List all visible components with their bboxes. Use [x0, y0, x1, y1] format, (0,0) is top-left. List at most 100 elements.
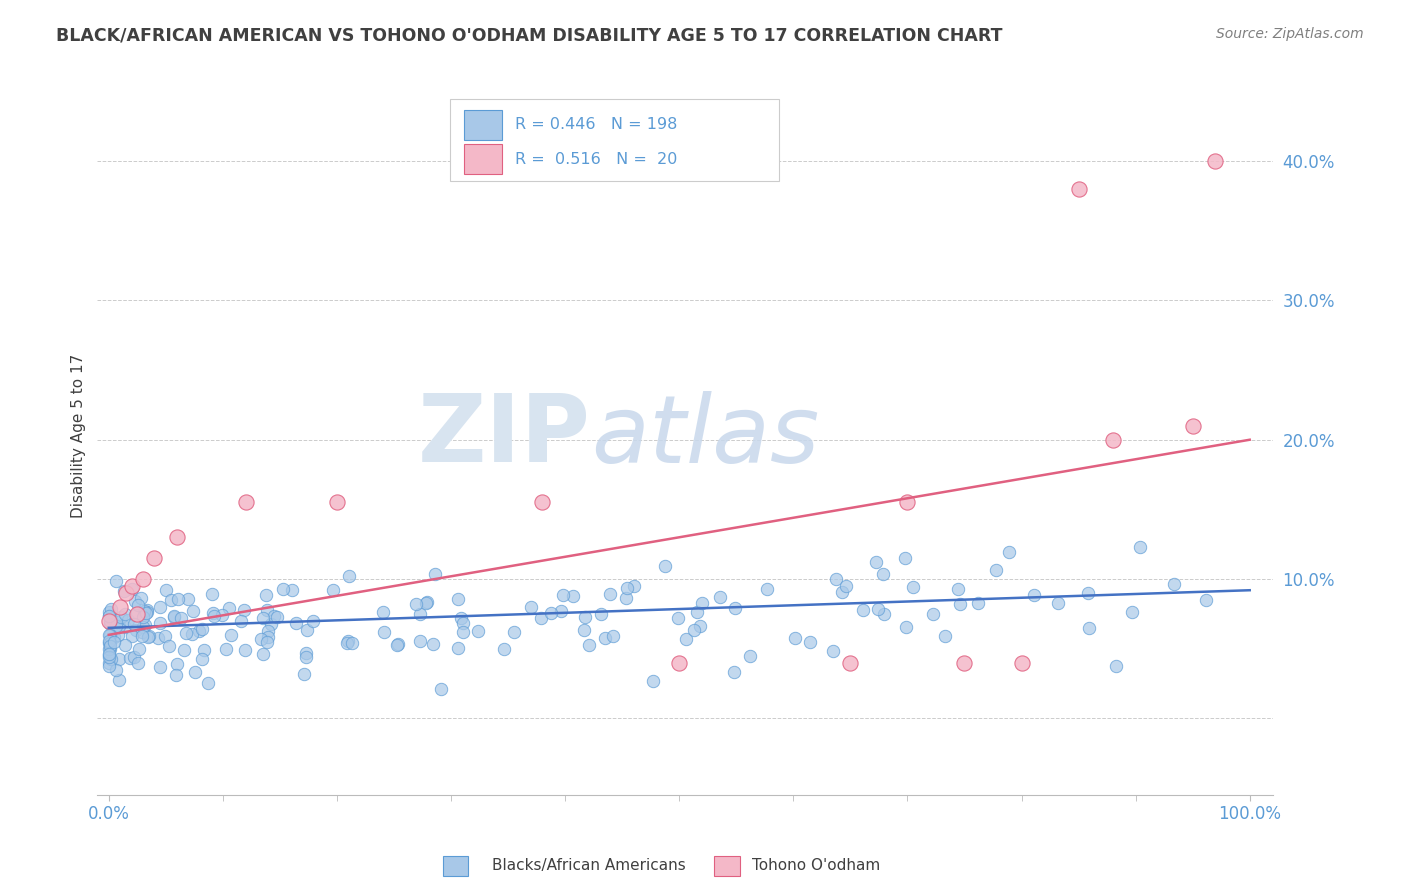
Point	[100, 652, 122, 666]
Point	[127, 598, 149, 612]
Point	[574, 623, 596, 637]
Point	[591, 607, 613, 621]
Point	[371, 605, 394, 619]
Point	[405, 598, 427, 612]
Text: R =  0.516   N =  20: R = 0.516 N = 20	[515, 152, 676, 167]
Point	[494, 641, 516, 656]
Point	[180, 627, 202, 641]
Point	[578, 638, 600, 652]
Point	[429, 681, 451, 696]
Point	[104, 574, 127, 588]
Point	[163, 608, 186, 623]
Point	[191, 622, 214, 636]
Point	[1067, 182, 1090, 196]
Point	[756, 582, 779, 597]
Point	[197, 676, 219, 690]
Point	[738, 649, 761, 664]
Point	[114, 620, 136, 634]
Point	[131, 620, 153, 634]
Point	[124, 608, 146, 623]
Point	[422, 636, 444, 650]
Point	[602, 629, 624, 643]
Point	[872, 607, 894, 621]
Point	[127, 607, 149, 621]
Point	[336, 636, 359, 650]
Point	[416, 595, 439, 609]
Point	[336, 634, 359, 648]
Point	[531, 495, 554, 509]
Point	[1078, 621, 1101, 635]
Point	[193, 643, 215, 657]
Point	[1105, 659, 1128, 673]
Point	[97, 658, 120, 673]
Point	[337, 569, 360, 583]
Point	[901, 580, 924, 594]
Point	[136, 603, 159, 617]
Point	[117, 613, 139, 627]
Point	[148, 659, 170, 673]
Point	[201, 587, 224, 601]
Point	[131, 629, 153, 643]
Point	[120, 651, 142, 665]
Point	[599, 587, 621, 601]
Point	[108, 652, 131, 666]
Point	[415, 596, 437, 610]
Point	[97, 614, 120, 628]
Point	[295, 646, 318, 660]
Point	[218, 601, 240, 615]
Point	[922, 607, 945, 621]
Point	[104, 619, 127, 633]
Point	[831, 585, 853, 599]
Point	[108, 673, 131, 687]
Point	[176, 626, 198, 640]
Point	[98, 647, 121, 661]
Point	[97, 628, 120, 642]
Point	[1163, 576, 1185, 591]
Text: Source: ZipAtlas.com: Source: ZipAtlas.com	[1216, 27, 1364, 41]
Point	[170, 611, 193, 625]
Point	[946, 582, 969, 597]
Point	[1129, 540, 1152, 554]
Point	[896, 495, 918, 509]
Point	[157, 639, 180, 653]
Point	[593, 631, 616, 645]
Point	[202, 608, 225, 623]
Point	[107, 628, 129, 642]
Point	[104, 663, 127, 677]
Point	[155, 583, 177, 598]
Point	[1121, 605, 1143, 619]
Point	[128, 641, 150, 656]
Point	[934, 629, 956, 643]
Point	[167, 591, 190, 606]
Point	[1181, 418, 1204, 433]
Point	[252, 647, 274, 661]
Point	[256, 602, 278, 616]
Point	[540, 606, 562, 620]
Point	[149, 600, 172, 615]
Point	[616, 581, 638, 595]
Point	[297, 623, 319, 637]
Point	[409, 607, 432, 622]
Point	[98, 649, 121, 664]
Text: R = 0.446   N = 198: R = 0.446 N = 198	[515, 118, 676, 132]
Text: Tohono O'odham: Tohono O'odham	[752, 858, 880, 872]
Point	[953, 656, 976, 670]
Point	[623, 579, 645, 593]
Point	[1205, 154, 1227, 169]
Point	[165, 668, 187, 682]
Point	[121, 582, 143, 596]
Point	[97, 633, 120, 648]
Point	[467, 624, 489, 638]
Point	[322, 583, 344, 598]
Point	[385, 638, 408, 652]
Point	[450, 611, 472, 625]
Point	[302, 614, 325, 628]
Point	[122, 650, 145, 665]
Point	[136, 630, 159, 644]
Point	[281, 582, 304, 597]
Point	[408, 634, 430, 648]
Point	[129, 591, 152, 605]
Point	[114, 638, 136, 652]
Point	[340, 636, 363, 650]
Point	[447, 592, 470, 607]
